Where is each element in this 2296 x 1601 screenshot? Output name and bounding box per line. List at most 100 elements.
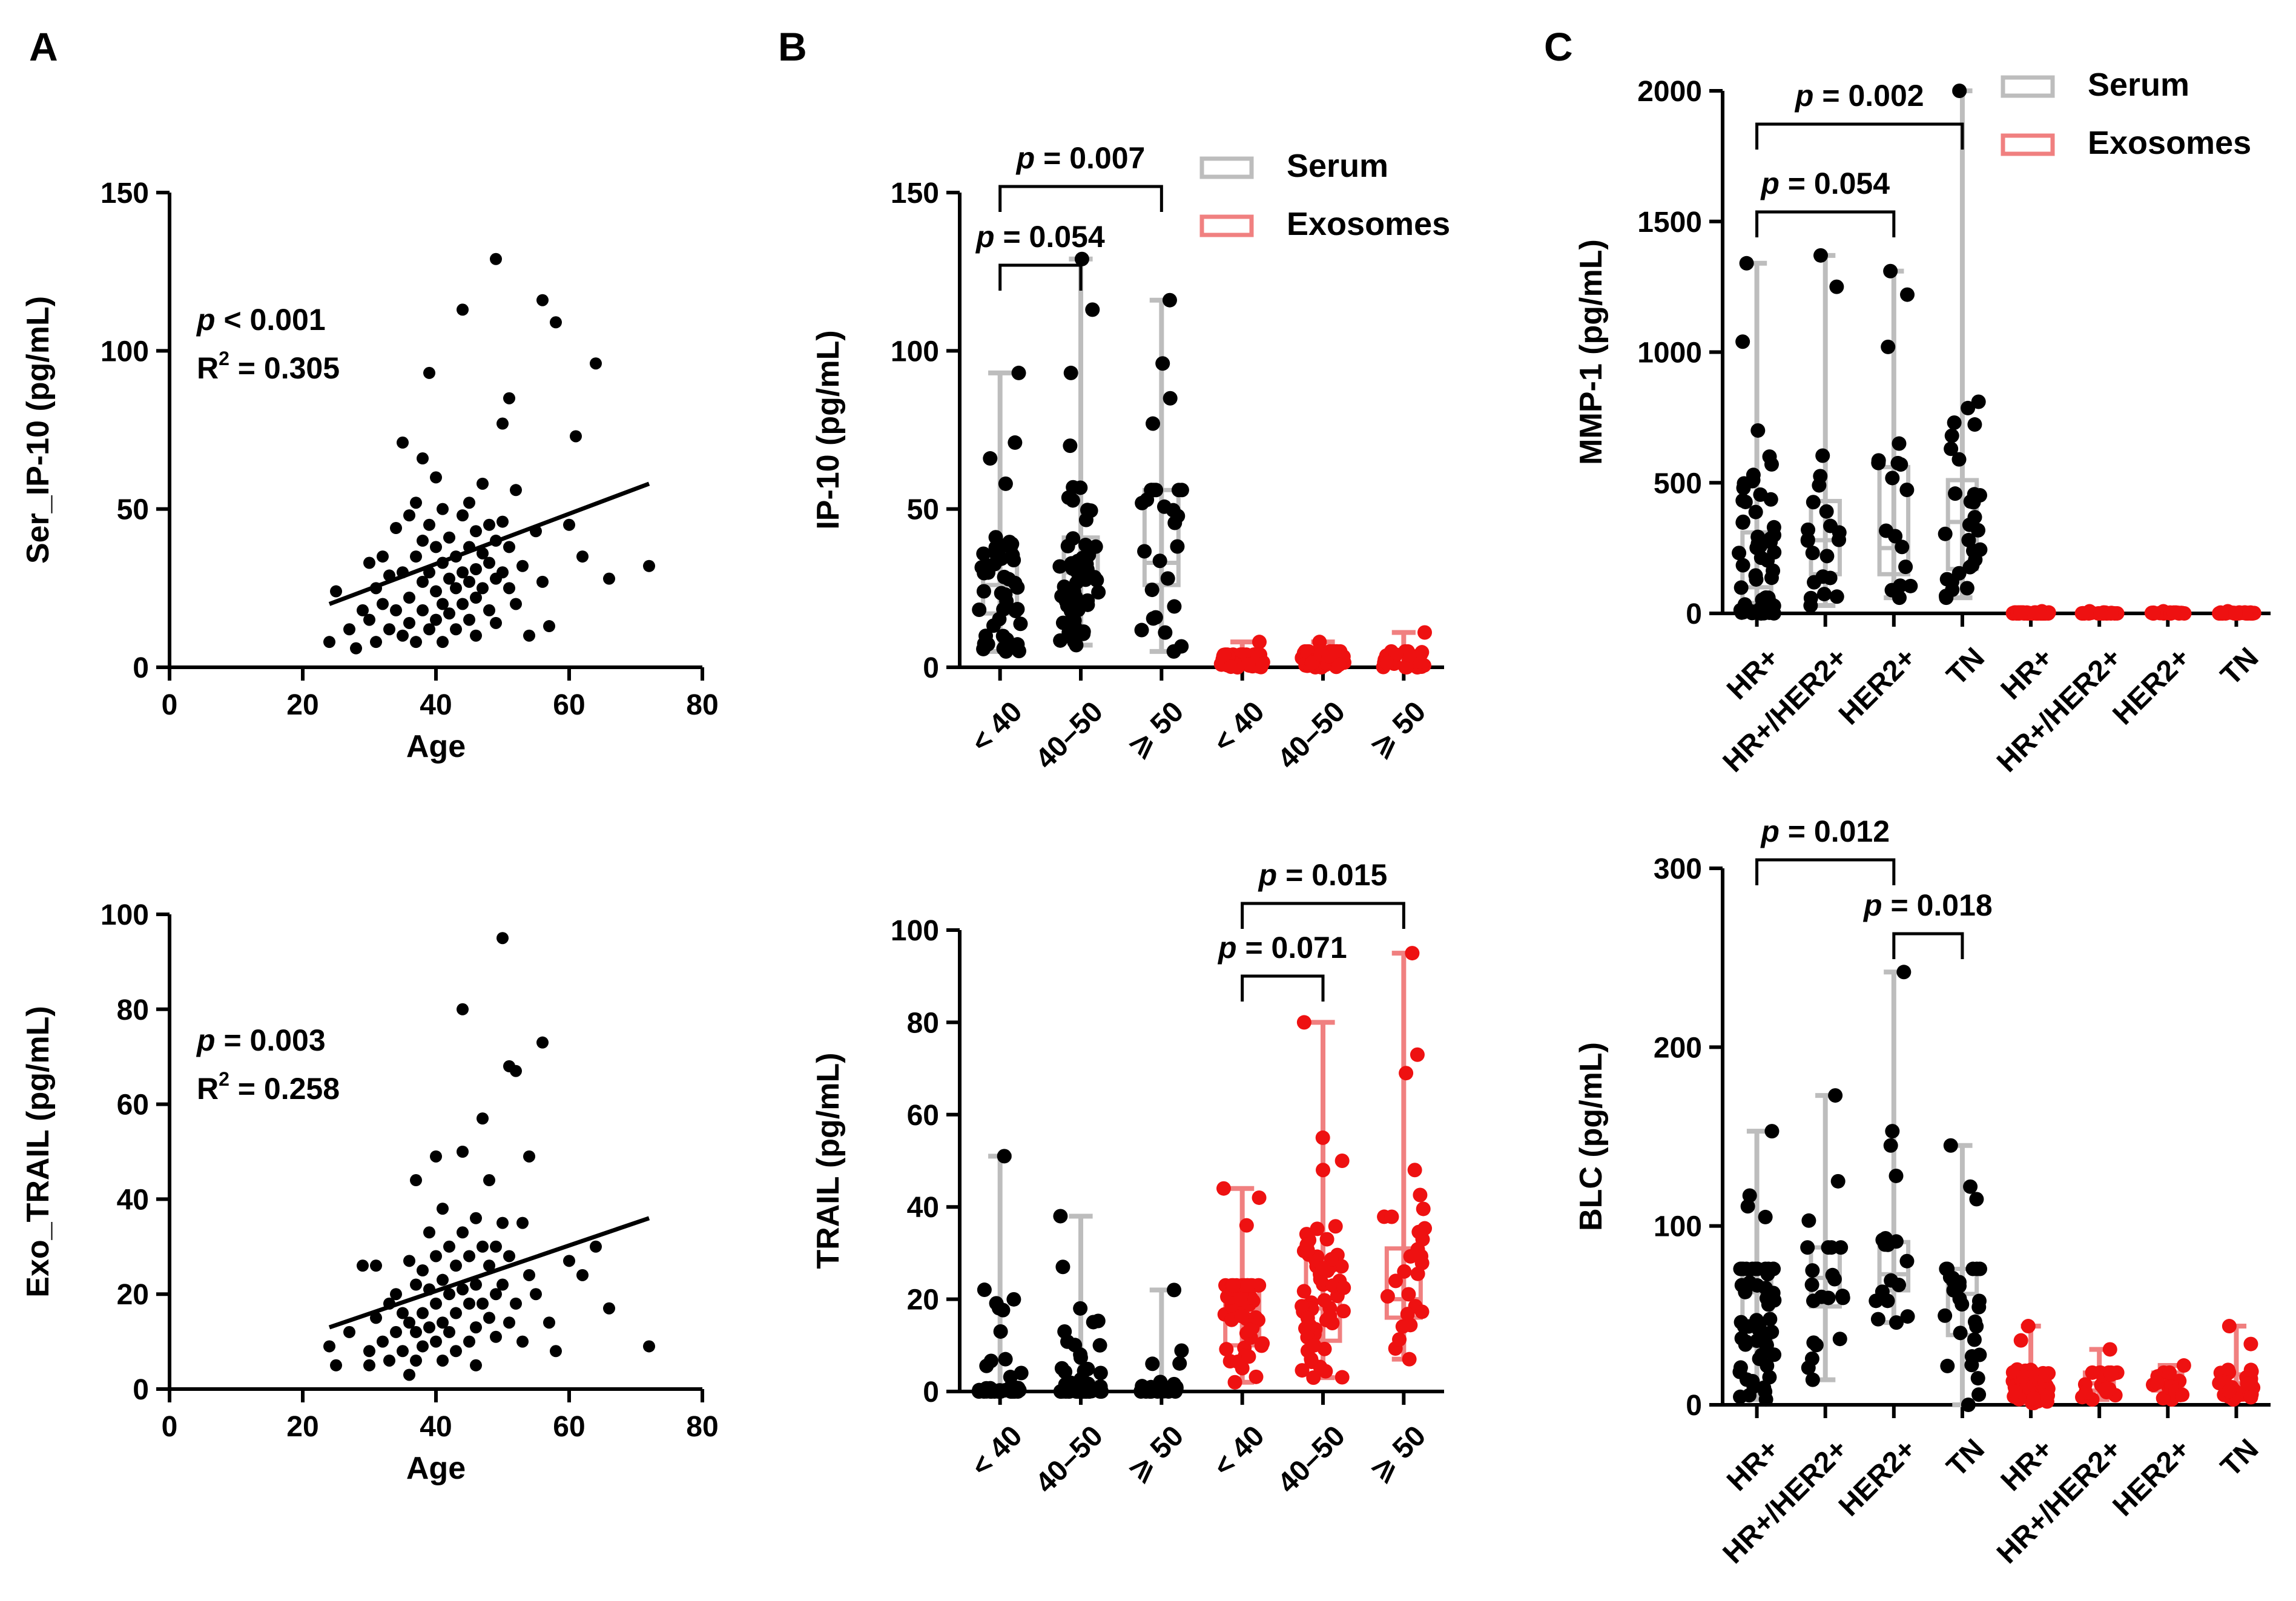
b-bottom-data-point [1392, 1332, 1407, 1347]
b-bottom-data-point [1336, 1280, 1351, 1295]
c-bottom-bracket [1892, 932, 1964, 959]
c-bottom-data-point [2038, 1368, 2053, 1383]
a-bottom-fit-line [328, 1216, 650, 1330]
a-top-point [323, 636, 335, 649]
a-bottom-point [457, 1003, 469, 1015]
c-bottom-data-point [1953, 1325, 1968, 1341]
c-top-y-tick-label: 2000 [1637, 76, 1702, 108]
a-top-point [536, 575, 549, 588]
c-bottom-data-point [1814, 1289, 1829, 1304]
b-top-data-point [1074, 251, 1089, 266]
b-top-data-point [976, 546, 991, 561]
b-top-data-point [1144, 483, 1159, 498]
b-bottom-data-point [1093, 1384, 1108, 1399]
c-top-data-point [1951, 566, 1967, 581]
c-top-data-point [1803, 590, 1818, 606]
b-bottom-data-point [1310, 1221, 1325, 1236]
c-bottom-data-point [1969, 1319, 1984, 1334]
a-bottom-point [397, 1307, 409, 1319]
a-top-point [430, 613, 442, 626]
c-top-data-point [1735, 334, 1750, 349]
c-top-data-point [1748, 504, 1763, 520]
a-top-point [423, 623, 435, 636]
a-top-point [410, 550, 422, 563]
c-bottom-data-point [2016, 1369, 2031, 1384]
a-top-r-symbol: R [197, 351, 219, 385]
a-top-r-sup: 2 [219, 348, 229, 369]
c-top-data-point [1947, 415, 1962, 431]
a-top-point [343, 623, 355, 636]
c-top-data-point [1750, 529, 1766, 544]
panel-label-c: C [1544, 24, 1573, 69]
c-top-bracket [1755, 122, 1964, 150]
c-bottom-data-point [1800, 1240, 1815, 1255]
a-bottom-p-symbol: p [196, 1023, 216, 1057]
c-bottom-bracket-value: = 0.012 [1780, 814, 1890, 848]
b-bottom-y-tick-label: 40 [907, 1192, 939, 1224]
c-bottom-data-point [2240, 1376, 2255, 1391]
c-bottom-data-point [1832, 1332, 1847, 1347]
a-top-point [463, 497, 475, 509]
a-top-point [470, 563, 482, 575]
b-bottom-data-point [1295, 1363, 1310, 1378]
a-top-point [570, 430, 582, 443]
c-top-data-point [2104, 606, 2119, 621]
c-top-data-point [1967, 510, 1982, 525]
c-top-y-axis-title: MMP-1 (pg/mL) [1574, 239, 1609, 465]
c-top-data-point [1737, 476, 1752, 491]
b-top-data-point [1052, 559, 1067, 574]
a-bottom-point [496, 1278, 509, 1291]
b-bottom-data-point [1316, 1163, 1331, 1178]
c-bottom-data-point [1766, 1261, 1781, 1276]
c-bottom-data-point [1750, 1278, 1765, 1293]
c-top-data-point [1832, 525, 1847, 540]
c-bottom-data-point [1742, 1188, 1757, 1203]
c-bottom-data-point [2162, 1365, 2177, 1380]
a-bottom-point [363, 1359, 375, 1372]
c-top-data-point [1961, 533, 1976, 548]
a-top-point [423, 518, 435, 531]
a-bottom-x-axis-title: Age [406, 1451, 466, 1486]
b-top-data-point [1053, 633, 1068, 648]
c-bottom-data-point [1955, 1297, 1970, 1312]
c-top-legend-serum-label: Serum [2088, 67, 2189, 103]
b-bottom-data-point [1058, 1364, 1073, 1379]
b-top-data-point [1146, 611, 1161, 626]
c-top-data-point [1734, 604, 1749, 619]
a-bottom-point [503, 1316, 515, 1329]
a-top-point [470, 629, 482, 642]
b-top-data-point [1167, 599, 1182, 614]
a-top-point [430, 471, 442, 484]
c-top-data-point [1739, 256, 1754, 271]
a-top-point [477, 547, 489, 560]
a-bottom-point [330, 1359, 342, 1372]
c-bottom-data-point [1880, 1293, 1895, 1309]
b-top-y-tick-label: 50 [907, 494, 939, 526]
a-top-point [463, 575, 475, 588]
a-top-y-tick-label: 50 [117, 494, 149, 526]
c-bottom-bracket [1755, 858, 1896, 885]
c-bottom-data-point [1943, 1138, 1958, 1153]
c-top-bracket-label: p = 0.002 [1794, 79, 1924, 113]
b-bottom-data-point [1240, 1278, 1255, 1293]
c-top-data-point [2075, 606, 2090, 621]
a-bottom-point [403, 1316, 415, 1329]
c-top-data-point [1806, 495, 1821, 510]
a-bottom-point [603, 1302, 615, 1315]
b-top-data-point [976, 584, 991, 599]
b-top-y-tick-label: 150 [891, 177, 939, 210]
a-top-point [437, 503, 449, 515]
a-top-point [417, 575, 429, 588]
a-top-point [443, 607, 455, 620]
a-bottom-point [530, 1288, 542, 1301]
b-bottom-bracket-label: p = 0.015 [1258, 858, 1388, 892]
c-bottom-data-point [2212, 1376, 2227, 1391]
c-top-data-point [1944, 441, 1959, 457]
a-bottom-point [423, 1226, 435, 1239]
b-bottom-bracket-p: p [1258, 858, 1278, 892]
b-bottom-data-point [1233, 1292, 1248, 1307]
c-bottom-data-point [1835, 1289, 1850, 1304]
c-top-data-point [1899, 483, 1915, 498]
a-bottom-point [483, 1312, 495, 1324]
c-bottom-data-point [1806, 1335, 1821, 1350]
